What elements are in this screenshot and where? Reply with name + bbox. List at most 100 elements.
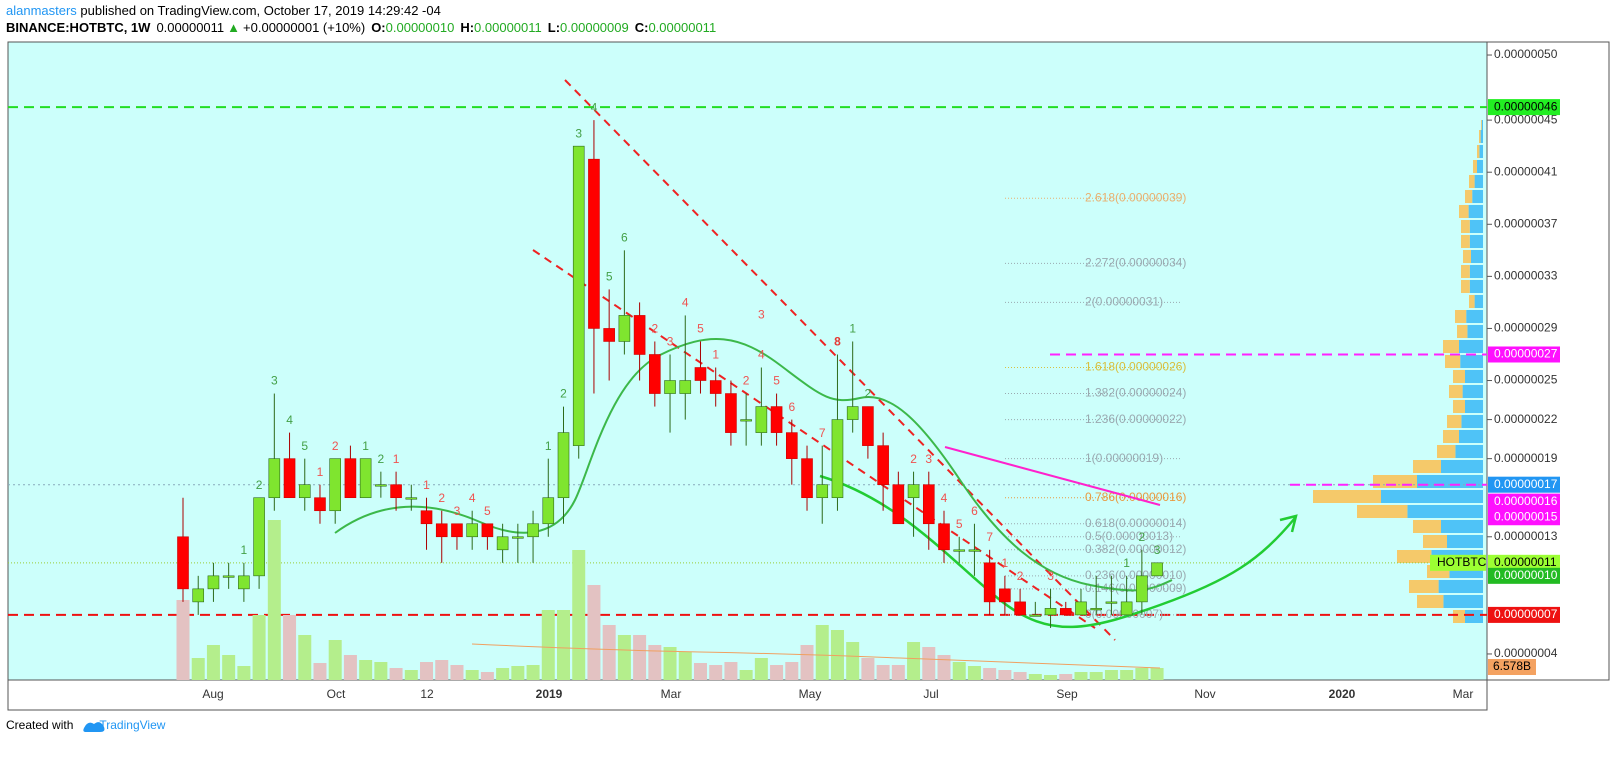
count-label: 2 <box>651 322 658 336</box>
volume-profile-bar <box>1477 145 1480 158</box>
candle-body <box>329 458 342 512</box>
count-label: 1 <box>423 478 430 492</box>
volume-profile-bar <box>1461 220 1470 233</box>
volume-profile-bar <box>1381 490 1483 503</box>
author[interactable]: alanmasters <box>6 3 77 18</box>
count-label: 4 <box>591 100 598 114</box>
fib-label: 2.272(0.00000034) <box>1085 256 1186 270</box>
volume-bar <box>1104 670 1118 680</box>
candle-body <box>527 523 539 538</box>
volume-profile-bar <box>1409 580 1439 593</box>
volume-bar <box>343 655 357 680</box>
volume-bar <box>374 662 388 680</box>
volume-bar <box>937 655 951 680</box>
candle-body <box>999 588 1011 603</box>
count-label: 5 <box>606 270 613 284</box>
volume-bar <box>1059 674 1073 680</box>
volume-bar <box>952 662 966 680</box>
candle-body <box>968 549 981 552</box>
x-tick-label: Mar <box>661 687 682 701</box>
count-label: 1 <box>1002 556 1009 570</box>
volume-profile-bar <box>1449 385 1463 398</box>
candle-body <box>298 484 311 499</box>
volume-bar <box>328 640 342 680</box>
count-label: 4 <box>941 491 948 505</box>
candle-body <box>314 497 326 512</box>
volume-bar <box>450 665 464 680</box>
plot-area <box>7 41 1488 681</box>
volume-bar <box>846 642 860 680</box>
volume-profile-bar <box>1474 175 1483 188</box>
volume-bar <box>1044 675 1058 680</box>
brand[interactable]: TradingView <box>99 718 165 732</box>
volume-profile-bar <box>1437 445 1456 458</box>
volume-bar <box>1089 672 1103 680</box>
drawing <box>334 338 1173 592</box>
volume-bar <box>663 647 677 680</box>
candle-body <box>725 393 737 433</box>
volume-profile-bar <box>1438 580 1483 593</box>
candle-body <box>481 523 494 538</box>
volume-bar <box>648 645 662 680</box>
volume-bar <box>480 672 494 680</box>
volume-profile-bar <box>1441 460 1483 473</box>
candle-body <box>877 445 889 485</box>
price-box-label: 0.00000017 <box>1494 477 1558 491</box>
volume-profile-bar <box>1453 370 1465 383</box>
volume-bar <box>602 625 616 680</box>
volume-profile-bar <box>1479 130 1481 143</box>
volume-bar <box>876 665 890 680</box>
candle-body <box>268 458 281 499</box>
volume-bar <box>252 615 266 680</box>
count-label: 6 <box>971 504 978 518</box>
candle-body <box>222 575 235 578</box>
volume-profile-bar <box>1455 310 1467 323</box>
ohlc-value: 0.00000010 <box>386 20 455 35</box>
volume-bar <box>496 668 510 680</box>
volume-profile-bar <box>1417 595 1444 608</box>
count-label: 1 <box>545 439 552 453</box>
volume-bar <box>907 642 921 680</box>
fib-label: 0.5(0.00000013) <box>1085 529 1173 543</box>
volume-bar <box>526 665 540 680</box>
count-label: 5 <box>697 322 704 336</box>
volume-profile-bar <box>1460 355 1483 368</box>
count-label: 1 <box>712 348 719 362</box>
volume-bar <box>1028 674 1042 680</box>
volume-profile-bar <box>1453 610 1465 623</box>
candle-body <box>801 458 813 499</box>
volume-profile-bar <box>1481 120 1483 133</box>
y-tick-label: 0.00000025 <box>1494 373 1558 387</box>
candle-body <box>785 432 798 459</box>
y-tick-label: 0.00000037 <box>1494 216 1558 230</box>
volume-profile-bar <box>1459 430 1483 443</box>
price-box-label: 0.00000016 <box>1494 494 1558 508</box>
candle-body <box>512 536 524 539</box>
drawing <box>819 474 1296 629</box>
symbol-tag-box <box>1430 554 1486 571</box>
volume-bar <box>800 645 814 680</box>
fib-label: 1.382(0.00000024) <box>1085 386 1186 400</box>
count-label: 8 <box>834 335 841 349</box>
volume-profile-bar <box>1469 295 1475 308</box>
count-label: 4 <box>758 348 765 362</box>
count-label: 2 <box>256 478 263 492</box>
ohlc-key: L: <box>548 20 560 35</box>
candle-body <box>451 523 463 538</box>
candle-body <box>1075 601 1087 616</box>
volume-profile-bar <box>1481 120 1482 133</box>
y-tick-label: 0.00000045 <box>1494 112 1558 126</box>
volume-profile-bar <box>1357 505 1408 518</box>
volume-bar <box>967 666 981 680</box>
volume-ma <box>471 643 1161 669</box>
candle-body <box>1136 575 1148 603</box>
volume-bar <box>1013 672 1027 680</box>
change: +0.00000001 (+10%) <box>243 20 365 35</box>
volume-bar <box>1120 670 1134 680</box>
drawing <box>944 446 1161 506</box>
x-tick-label: Mar <box>1453 687 1474 701</box>
arrow: ▲ <box>227 20 240 35</box>
fib-label: 1(0.00000019) <box>1085 451 1163 465</box>
candle-body <box>649 354 661 394</box>
